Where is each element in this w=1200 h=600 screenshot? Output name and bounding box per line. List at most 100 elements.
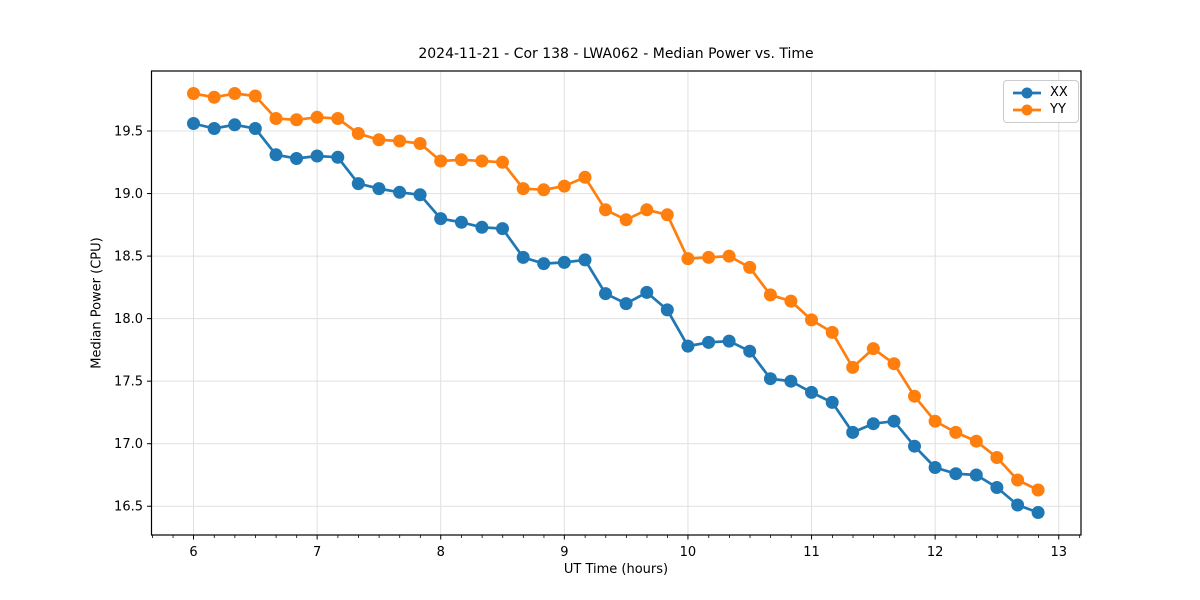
data-point xyxy=(805,385,818,399)
data-point xyxy=(351,177,365,191)
legend-label: YY xyxy=(1050,102,1066,117)
data-point xyxy=(393,134,407,148)
legend: XX YY xyxy=(1003,80,1079,123)
data-point xyxy=(207,122,221,135)
data-point xyxy=(1011,473,1025,487)
data-point xyxy=(619,213,633,227)
x-axis: 6 7 8 9 10 11 12 13 xyxy=(152,535,1081,560)
data-point xyxy=(969,468,983,482)
data-point xyxy=(949,467,963,481)
data-point xyxy=(681,252,695,266)
data-point xyxy=(248,89,262,103)
data-point xyxy=(825,325,839,339)
data-point xyxy=(969,434,983,448)
legend-marker-icon xyxy=(1013,104,1041,116)
data-point xyxy=(393,185,407,199)
data-point xyxy=(640,285,654,299)
data-point xyxy=(372,182,386,196)
data-point xyxy=(722,334,736,348)
data-point xyxy=(908,439,921,453)
series-line-xx xyxy=(193,122,1039,514)
data-point xyxy=(516,250,530,264)
data-point xyxy=(784,294,798,308)
data-point xyxy=(413,137,427,150)
x-tick-label: 7 xyxy=(313,545,321,560)
data-point xyxy=(537,183,551,197)
y-axis-label: Median Power (CPU) xyxy=(89,237,105,369)
x-tick-label: 9 xyxy=(560,545,568,560)
data-point xyxy=(928,414,942,428)
data-point xyxy=(887,357,901,371)
data-point xyxy=(949,425,963,439)
data-point xyxy=(1031,506,1045,519)
data-point xyxy=(702,250,716,264)
y-tick-label: 18.5 xyxy=(114,250,143,265)
data-point xyxy=(805,313,818,327)
x-tick-label: 13 xyxy=(1050,545,1067,560)
x-tick-label: 6 xyxy=(189,545,197,560)
data-point xyxy=(743,260,757,274)
data-point xyxy=(290,113,303,127)
x-tick-label: 11 xyxy=(803,545,820,560)
data-point xyxy=(908,389,921,403)
series-xx xyxy=(187,117,1045,519)
y-tick-label: 19.5 xyxy=(114,125,143,140)
data-point xyxy=(207,90,221,104)
data-point xyxy=(743,344,757,358)
data-point xyxy=(454,153,468,167)
y-tick-label: 18.0 xyxy=(114,312,143,327)
data-point xyxy=(846,360,860,374)
data-point xyxy=(496,222,509,236)
grid xyxy=(151,71,1081,535)
legend-item-yy: YY xyxy=(1012,103,1068,117)
data-point xyxy=(990,481,1004,494)
data-point xyxy=(763,288,777,302)
data-point xyxy=(599,287,612,301)
legend-label: XX xyxy=(1050,85,1068,100)
chart-title: 2024-11-21 - Cor 138 - LWA062 - Median P… xyxy=(418,46,814,62)
data-point xyxy=(475,154,489,168)
data-point xyxy=(681,339,695,353)
data-point xyxy=(496,155,509,169)
data-point xyxy=(702,335,716,349)
data-point xyxy=(372,133,386,147)
data-point xyxy=(187,117,200,130)
data-point xyxy=(475,220,489,234)
data-point xyxy=(351,127,365,140)
data-point xyxy=(660,208,674,222)
data-point xyxy=(1031,483,1045,497)
y-tick-label: 16.5 xyxy=(114,500,143,515)
data-point xyxy=(619,297,633,311)
data-point xyxy=(228,87,242,100)
data-point xyxy=(846,425,860,439)
data-point xyxy=(454,215,468,229)
data-point xyxy=(722,249,736,263)
data-point xyxy=(578,170,592,184)
data-point xyxy=(290,152,303,165)
data-point xyxy=(990,451,1004,464)
data-point xyxy=(248,122,262,135)
data-point xyxy=(557,179,571,193)
data-point xyxy=(866,342,880,356)
legend-marker-icon xyxy=(1013,87,1041,99)
data-point xyxy=(269,112,283,125)
data-point xyxy=(660,303,674,317)
data-point xyxy=(310,149,324,163)
x-tick-label: 8 xyxy=(437,545,445,560)
data-point xyxy=(557,255,571,269)
legend-item-xx: XX xyxy=(1012,86,1068,100)
series-yy xyxy=(187,87,1045,497)
data-point xyxy=(413,188,427,202)
data-point xyxy=(434,212,448,226)
data-point xyxy=(537,257,551,271)
data-point xyxy=(887,414,901,428)
data-point xyxy=(640,203,654,217)
data-point xyxy=(269,148,283,162)
data-point xyxy=(866,417,880,431)
data-point xyxy=(331,112,345,125)
data-point xyxy=(599,203,612,217)
data-point xyxy=(434,154,448,168)
data-point xyxy=(763,372,777,386)
